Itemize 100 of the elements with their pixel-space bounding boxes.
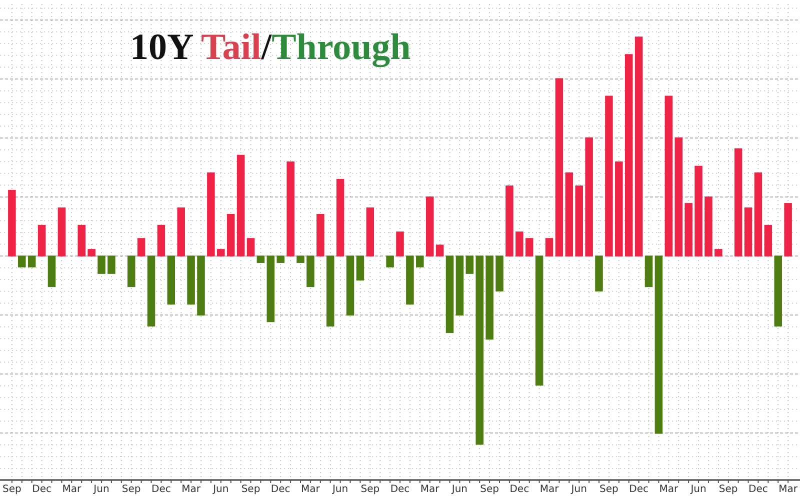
- bar: [187, 256, 195, 305]
- bar: [286, 161, 294, 256]
- bar: [197, 256, 205, 316]
- bar: [137, 238, 146, 256]
- bar: [486, 256, 494, 340]
- bar: [605, 96, 613, 256]
- bar: [734, 148, 742, 256]
- bar: [535, 256, 544, 386]
- bar: [157, 224, 166, 256]
- bar: [256, 256, 265, 263]
- x-tick-label: Dec: [270, 484, 290, 495]
- bar: [177, 207, 185, 256]
- bar: [585, 137, 593, 256]
- bar: [266, 256, 275, 322]
- bar: [615, 161, 623, 256]
- bar: [28, 256, 36, 268]
- bar: [167, 256, 176, 305]
- bar: [644, 256, 653, 288]
- bar: [496, 256, 504, 292]
- bar: [624, 54, 633, 256]
- bar: [525, 238, 534, 256]
- bar: [88, 249, 96, 256]
- bar: [366, 207, 374, 256]
- x-tick-label: Sep: [2, 484, 22, 495]
- bar: [694, 166, 702, 256]
- chart-title: 10Y Tail/Through: [130, 27, 412, 68]
- bar: [326, 256, 334, 326]
- x-tick-label: Dec: [390, 484, 410, 495]
- bar: [48, 256, 56, 288]
- bar: [744, 207, 752, 256]
- bar: [226, 214, 235, 256]
- x-tick-label: Mar: [62, 484, 82, 495]
- x-tick-label: Jun: [570, 484, 587, 495]
- x-tick-label: Sep: [600, 484, 618, 495]
- x-tick-label: Mar: [420, 484, 440, 495]
- bar: [784, 203, 792, 256]
- bar: [595, 256, 603, 292]
- bar: [396, 232, 404, 256]
- bar: [246, 238, 255, 256]
- bar: [98, 256, 106, 274]
- bar: [58, 207, 66, 256]
- bar: [306, 256, 314, 288]
- x-tick-label: Jun: [450, 484, 468, 495]
- x-tick-label: Sep: [360, 484, 380, 495]
- bar: [446, 256, 454, 334]
- bar: [406, 256, 414, 305]
- bar: [236, 154, 245, 256]
- bar: [476, 256, 484, 445]
- bar: [545, 238, 554, 256]
- x-tick-label: Mar: [182, 484, 202, 495]
- bar: [466, 256, 474, 274]
- bar: [764, 224, 772, 256]
- bar: [634, 36, 643, 256]
- bar: [416, 256, 424, 268]
- bar: [774, 256, 782, 326]
- x-tick-label: Dec: [629, 484, 648, 495]
- x-tick-label: Sep: [122, 484, 141, 495]
- bar: [714, 249, 722, 256]
- bar: [356, 256, 364, 280]
- bar: [18, 256, 26, 268]
- bar: [664, 96, 673, 256]
- bar: [704, 196, 712, 256]
- bar: [296, 256, 304, 263]
- bar: [516, 232, 524, 256]
- bar: [346, 256, 354, 316]
- bar: [108, 256, 116, 274]
- bar: [456, 256, 464, 316]
- x-tick-label: Jun: [92, 484, 110, 495]
- x-tick-label: Mar: [301, 484, 321, 495]
- bar: [684, 203, 692, 256]
- bar: [38, 224, 46, 256]
- x-tick-label: Dec: [152, 484, 171, 495]
- bar: [565, 172, 574, 256]
- x-tick-label: Jun: [690, 484, 706, 495]
- bar: [207, 172, 215, 256]
- x-tick-label: Sep: [241, 484, 260, 495]
- bar: [426, 196, 434, 256]
- x-tick-label: Dec: [510, 484, 530, 495]
- x-tick-label: Dec: [748, 484, 768, 495]
- bar: [436, 244, 444, 256]
- bar: [674, 137, 682, 256]
- x-tick-label: Jun: [212, 484, 229, 495]
- bar: [754, 172, 762, 256]
- bar: [506, 186, 514, 256]
- x-tick-label: Dec: [32, 484, 52, 495]
- bar: [386, 256, 394, 268]
- bar: [127, 256, 136, 288]
- bar: [654, 256, 663, 434]
- bar: [8, 190, 16, 256]
- bar: [316, 214, 324, 256]
- x-tick-label: Mar: [659, 484, 679, 495]
- bar: [276, 256, 284, 263]
- x-tick-label: Jun: [331, 484, 348, 495]
- bar: [575, 186, 583, 256]
- bar: [336, 178, 344, 256]
- x-tick-label: Sep: [718, 484, 738, 495]
- x-tick-label: Sep: [480, 484, 499, 495]
- bar: [147, 256, 156, 326]
- bar: [78, 224, 86, 256]
- bar: [217, 249, 225, 256]
